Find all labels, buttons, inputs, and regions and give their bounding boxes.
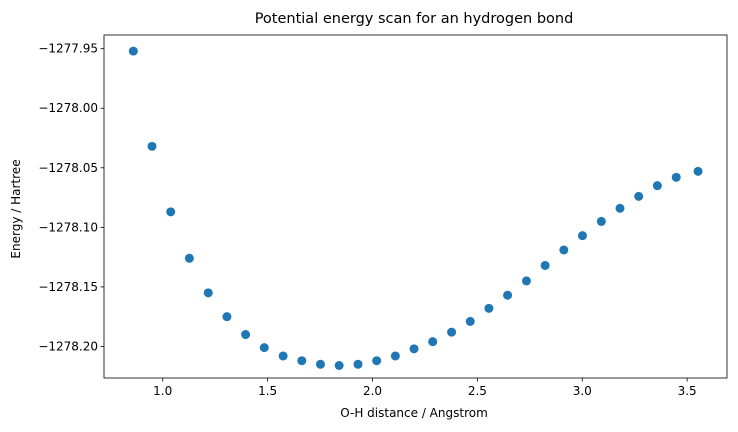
y-tick-label: −1277.95	[38, 42, 98, 56]
y-tick-label: −1278.05	[38, 161, 98, 175]
y-tick-label: −1278.00	[38, 101, 98, 115]
data-point	[615, 203, 625, 213]
y-tick-label: −1278.10	[38, 220, 98, 234]
data-point	[222, 312, 232, 322]
x-tick-label: 3.5	[678, 384, 697, 398]
data-point	[241, 330, 251, 340]
x-tick-label: 2.0	[363, 384, 382, 398]
y-tick-label: −1278.15	[38, 280, 98, 294]
data-point	[278, 351, 288, 361]
data-point	[596, 216, 606, 226]
chart-title: Potential energy scan for an hydrogen bo…	[255, 11, 574, 27]
x-axis-label: O-H distance / Angstrom	[340, 406, 488, 420]
data-point	[447, 327, 457, 337]
data-point	[428, 337, 438, 347]
data-point	[693, 166, 703, 176]
data-point	[259, 343, 269, 353]
data-point	[484, 303, 494, 313]
data-point	[521, 276, 531, 286]
y-axis: −1277.95 −1278.00 −1278.05 −1278.10 −1278.15…	[38, 42, 104, 353]
data-point	[465, 316, 475, 326]
x-tick-label: 1.5	[258, 384, 277, 398]
data-point	[671, 172, 681, 182]
data-point	[203, 288, 213, 298]
x-tick-label: 2.5	[468, 384, 487, 398]
plot-area	[103, 34, 728, 379]
data-point	[353, 359, 363, 369]
data-point	[372, 356, 382, 366]
data-point	[559, 245, 569, 255]
data-point	[652, 181, 662, 191]
data-point	[315, 359, 325, 369]
data-point	[297, 356, 307, 366]
y-tick-label: −1278.20	[38, 339, 98, 353]
data-point	[634, 191, 644, 201]
data-point	[390, 351, 400, 361]
x-tick-label: 1.0	[153, 384, 172, 398]
data-point	[128, 46, 138, 56]
data-point	[166, 207, 176, 217]
data-point	[334, 360, 344, 370]
data-point	[540, 260, 550, 270]
data-points	[128, 46, 703, 370]
plot-frame	[103, 34, 728, 379]
y-axis-label: Energy / Hartree	[9, 159, 23, 258]
data-point	[577, 231, 587, 241]
x-axis: 1.0 1.5 2.0 2.5 3.0 3.5	[153, 378, 697, 398]
x-tick-label: 3.0	[573, 384, 592, 398]
data-point	[147, 141, 157, 151]
data-point	[503, 290, 513, 300]
data-point	[409, 344, 419, 354]
data-point	[184, 253, 194, 263]
